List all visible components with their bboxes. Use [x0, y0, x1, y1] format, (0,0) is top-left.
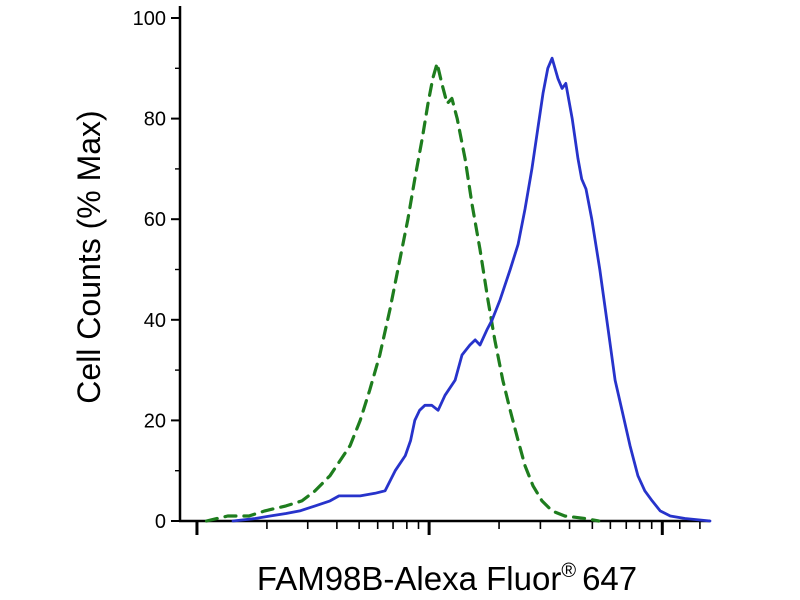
y-tick-label: 20: [144, 410, 166, 432]
x-axis-label-suffix: 647: [582, 560, 637, 597]
y-tick-label: 0: [155, 511, 166, 533]
blue-solid-curve: [231, 56, 712, 523]
green-dashed-curve: [204, 61, 601, 523]
plot-area: 0 20 40 60 80 100: [133, 6, 712, 535]
x-axis-label: FAM98B-Alexa Fluor® 647: [257, 560, 637, 597]
y-tick-label: 100: [133, 8, 166, 30]
x-axis-label-main: FAM98B-Alexa Fluor: [257, 560, 561, 597]
y-tick-label: 60: [144, 209, 166, 231]
y-axis-label: Cell Counts (% Max): [71, 110, 107, 403]
y-tick-label: 80: [144, 109, 166, 131]
registered-trademark-symbol: ®: [561, 560, 576, 582]
y-tick-label: 40: [144, 310, 166, 332]
